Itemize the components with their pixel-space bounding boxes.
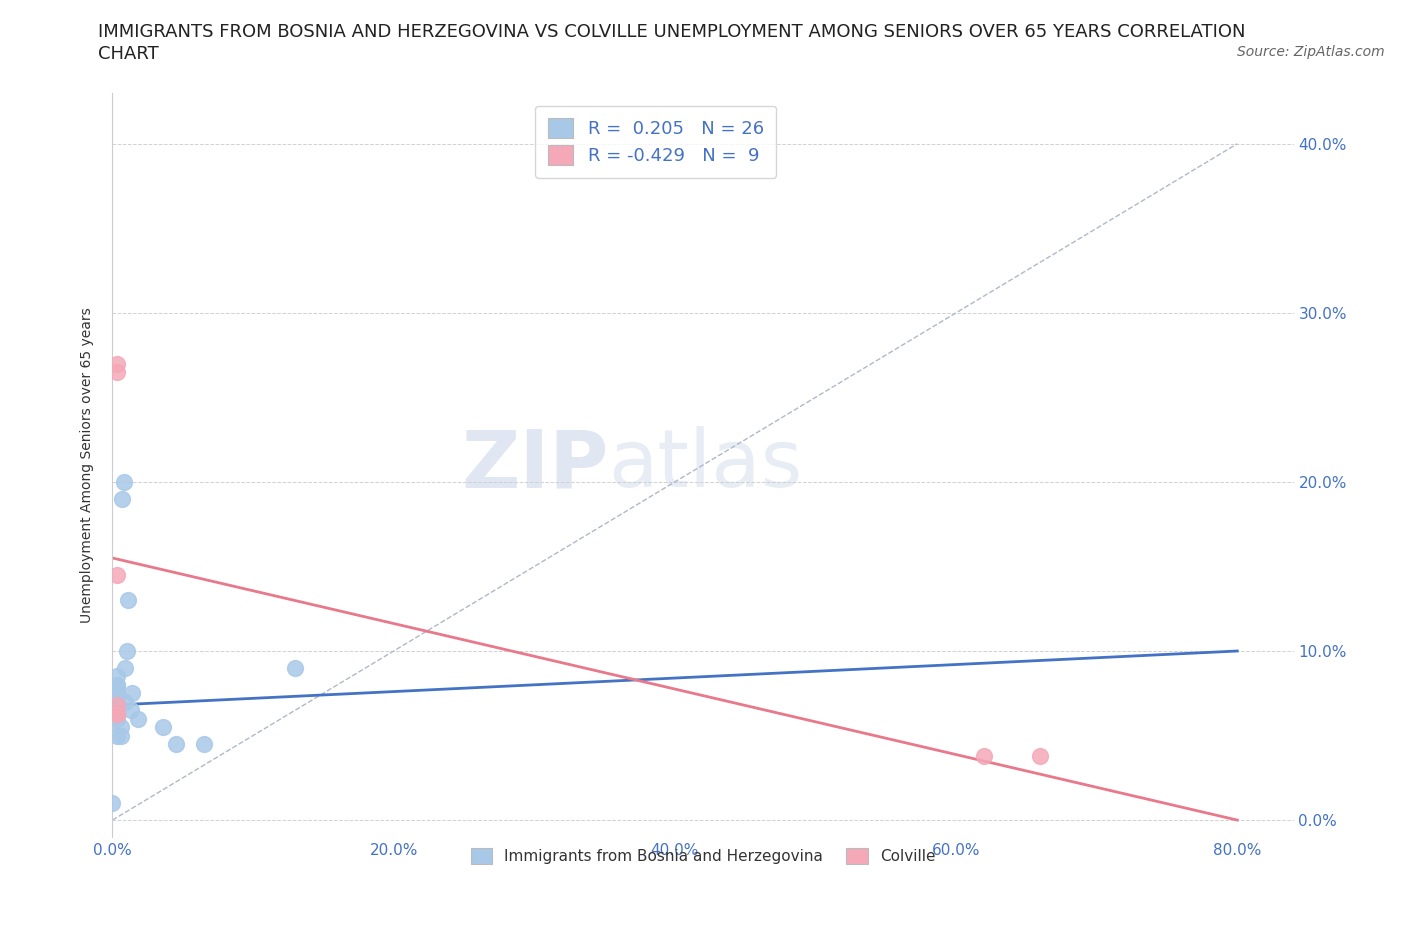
Text: CHART: CHART <box>98 45 159 62</box>
Point <box>127 711 149 726</box>
Point <box>115 644 138 658</box>
Point <box>105 706 128 721</box>
Point <box>105 685 128 700</box>
Point <box>284 660 307 675</box>
Point <box>165 737 187 751</box>
Point <box>105 356 128 371</box>
Point <box>110 720 132 735</box>
Point <box>114 660 136 675</box>
Text: atlas: atlas <box>609 426 803 504</box>
Point <box>121 685 143 700</box>
Point <box>120 703 142 718</box>
Text: IMMIGRANTS FROM BOSNIA AND HERZEGOVINA VS COLVILLE UNEMPLOYMENT AMONG SENIORS OV: IMMIGRANTS FROM BOSNIA AND HERZEGOVINA V… <box>98 23 1246 41</box>
Point <box>193 737 215 751</box>
Point <box>105 695 128 710</box>
Point <box>101 796 124 811</box>
Legend: Immigrants from Bosnia and Herzegovina, Colville: Immigrants from Bosnia and Herzegovina, … <box>464 842 942 870</box>
Point <box>111 491 134 506</box>
Text: ZIP: ZIP <box>461 426 609 504</box>
Point <box>105 567 128 582</box>
Point <box>105 698 128 712</box>
Point <box>152 720 174 735</box>
Point <box>105 677 128 692</box>
Point <box>117 592 139 607</box>
Point <box>105 711 128 726</box>
Point <box>112 474 135 489</box>
Point <box>105 706 128 721</box>
Point <box>105 365 128 379</box>
Point <box>105 685 128 700</box>
Y-axis label: Unemployment Among Seniors over 65 years: Unemployment Among Seniors over 65 years <box>80 307 94 623</box>
Point <box>105 728 128 743</box>
Point <box>105 703 128 718</box>
Point <box>105 706 128 721</box>
Point <box>110 728 132 743</box>
Point <box>1029 749 1052 764</box>
Text: Source: ZipAtlas.com: Source: ZipAtlas.com <box>1237 45 1385 59</box>
Point <box>114 695 136 710</box>
Point <box>105 677 128 692</box>
Point <box>105 695 128 710</box>
Point <box>973 749 995 764</box>
Point <box>105 669 128 684</box>
